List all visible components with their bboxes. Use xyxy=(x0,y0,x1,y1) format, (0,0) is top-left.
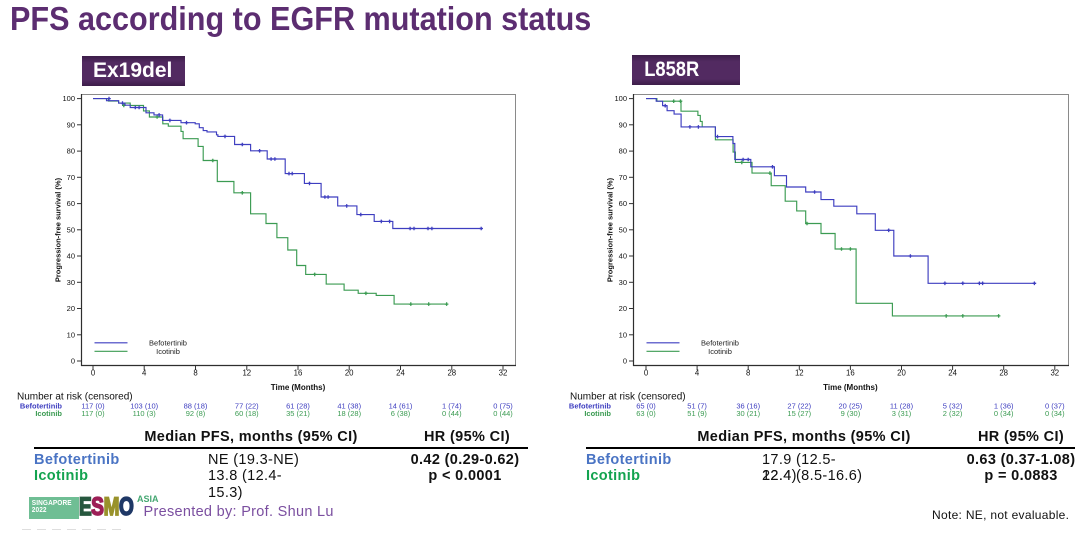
svg-text:77 (22): 77 (22) xyxy=(235,401,259,410)
svg-text:60: 60 xyxy=(67,199,75,208)
svg-text:Number at risk (censored): Number at risk (censored) xyxy=(17,392,133,403)
svg-text:12: 12 xyxy=(242,369,251,378)
svg-text:0: 0 xyxy=(71,357,75,366)
svg-text:2 (32): 2 (32) xyxy=(943,409,963,418)
svg-text:30 (21): 30 (21) xyxy=(736,409,760,418)
svg-text:0: 0 xyxy=(623,357,627,366)
svg-text:61 (28): 61 (28) xyxy=(286,401,310,410)
svg-text:Number at risk (censored): Number at risk (censored) xyxy=(570,392,686,403)
svg-text:8: 8 xyxy=(746,369,750,378)
svg-text:0 (34): 0 (34) xyxy=(1045,409,1065,418)
svg-text:11 (28): 11 (28) xyxy=(890,401,914,410)
svg-text:Time (Months): Time (Months) xyxy=(823,383,878,392)
svg-text:14 (61): 14 (61) xyxy=(389,401,413,410)
svg-text:Befotertinib: Befotertinib xyxy=(149,338,187,347)
svg-text:117 (0): 117 (0) xyxy=(81,409,105,418)
svg-text:16: 16 xyxy=(294,369,303,378)
svg-text:4: 4 xyxy=(695,369,700,378)
svg-text:65 (0): 65 (0) xyxy=(636,401,656,410)
svg-text:36 (16): 36 (16) xyxy=(736,401,760,410)
svg-text:90: 90 xyxy=(619,120,627,129)
svg-text:60: 60 xyxy=(619,199,627,208)
svg-text:50: 50 xyxy=(619,225,627,234)
svg-text:4: 4 xyxy=(142,369,147,378)
svg-text:88 (18): 88 (18) xyxy=(184,401,208,410)
svg-text:10: 10 xyxy=(67,330,75,339)
svg-text:40: 40 xyxy=(67,252,75,261)
svg-text:41 (38): 41 (38) xyxy=(337,401,361,410)
svg-text:16: 16 xyxy=(846,369,855,378)
svg-text:27 (22): 27 (22) xyxy=(787,401,811,410)
svg-text:100: 100 xyxy=(614,94,627,103)
svg-text:Icotinib: Icotinib xyxy=(156,347,180,356)
svg-text:20: 20 xyxy=(67,304,75,313)
svg-text:90: 90 xyxy=(67,120,75,129)
svg-text:70: 70 xyxy=(619,173,627,182)
svg-text:15 (27): 15 (27) xyxy=(787,409,811,418)
svg-text:100: 100 xyxy=(62,94,75,103)
svg-text:6 (38): 6 (38) xyxy=(391,409,411,418)
svg-text:1 (74): 1 (74) xyxy=(442,401,462,410)
svg-text:Befotertinib: Befotertinib xyxy=(701,338,739,347)
svg-text:0: 0 xyxy=(91,369,96,378)
svg-text:3 (31): 3 (31) xyxy=(892,409,912,418)
svg-text:Progression-free survival (%): Progression-free survival (%) xyxy=(606,177,615,282)
svg-text:Befotertinib: Befotertinib xyxy=(20,401,63,410)
svg-text:20 (25): 20 (25) xyxy=(839,401,863,410)
svg-text:0 (44): 0 (44) xyxy=(493,409,513,418)
svg-text:103 (10): 103 (10) xyxy=(130,401,158,410)
svg-text:35 (21): 35 (21) xyxy=(286,409,310,418)
svg-text:20: 20 xyxy=(619,304,627,313)
svg-text:110 (3): 110 (3) xyxy=(133,409,157,418)
svg-text:60 (18): 60 (18) xyxy=(235,409,259,418)
svg-text:70: 70 xyxy=(67,173,75,182)
svg-text:28: 28 xyxy=(447,369,456,378)
svg-text:0 (44): 0 (44) xyxy=(442,409,462,418)
svg-text:10: 10 xyxy=(619,330,627,339)
svg-text:40: 40 xyxy=(619,252,627,261)
svg-text:32: 32 xyxy=(499,369,508,378)
svg-text:51 (9): 51 (9) xyxy=(687,409,707,418)
svg-text:92 (8): 92 (8) xyxy=(186,409,206,418)
svg-text:5 (32): 5 (32) xyxy=(943,401,963,410)
svg-text:Icotinib: Icotinib xyxy=(584,409,611,418)
svg-text:12: 12 xyxy=(795,369,804,378)
svg-text:50: 50 xyxy=(67,225,75,234)
svg-text:0 (37): 0 (37) xyxy=(1045,401,1065,410)
svg-text:Time (Months): Time (Months) xyxy=(271,383,326,392)
svg-text:0 (34): 0 (34) xyxy=(994,409,1014,418)
svg-text:24: 24 xyxy=(948,369,957,378)
svg-text:63 (0): 63 (0) xyxy=(636,409,656,418)
svg-text:30: 30 xyxy=(619,278,627,287)
svg-text:24: 24 xyxy=(396,369,405,378)
svg-text:51 (7): 51 (7) xyxy=(687,401,707,410)
svg-text:18 (28): 18 (28) xyxy=(337,409,361,418)
svg-text:80: 80 xyxy=(67,147,75,156)
svg-text:30: 30 xyxy=(67,278,75,287)
svg-text:Progression-free survival (%): Progression-free survival (%) xyxy=(54,177,63,282)
svg-text:80: 80 xyxy=(619,147,627,156)
svg-text:32: 32 xyxy=(1050,369,1059,378)
svg-text:20: 20 xyxy=(345,369,354,378)
svg-text:9 (30): 9 (30) xyxy=(841,409,861,418)
svg-text:Icotinib: Icotinib xyxy=(708,347,732,356)
svg-text:1 (36): 1 (36) xyxy=(994,401,1014,410)
svg-text:Befotertinib: Befotertinib xyxy=(569,401,612,410)
svg-text:28: 28 xyxy=(999,369,1008,378)
svg-text:0: 0 xyxy=(644,369,649,378)
svg-text:117 (0): 117 (0) xyxy=(81,401,105,410)
svg-text:8: 8 xyxy=(193,369,197,378)
svg-text:20: 20 xyxy=(897,369,906,378)
svg-text:0 (75): 0 (75) xyxy=(493,401,513,410)
svg-text:Icotinib: Icotinib xyxy=(35,409,62,418)
